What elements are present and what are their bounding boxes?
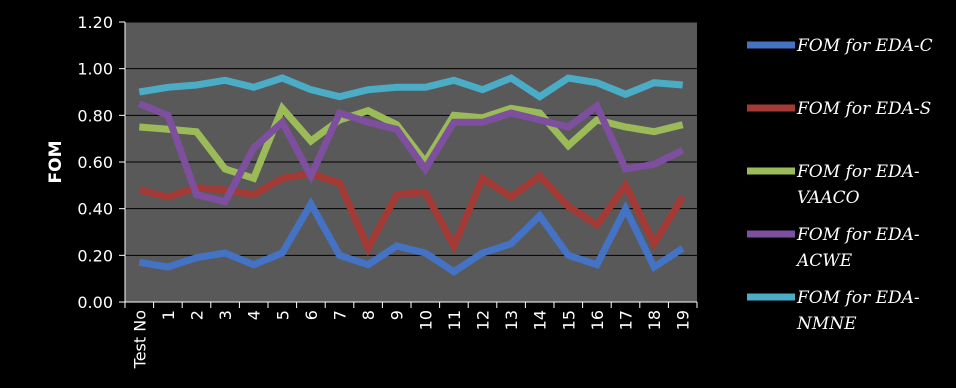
series-line-5 (138, 74, 683, 101)
legend-label: FOM for EDA-S (796, 99, 931, 119)
x-tick-label: 19 (674, 310, 693, 330)
x-tick-label: 4 (245, 310, 264, 320)
x-tick-label: 1 (159, 310, 178, 320)
legend: FOM for EDA-C FOM for EDA-S FOM for EDA- VA… (747, 36, 933, 334)
y-tick-label: 1.20 (77, 13, 113, 32)
y-tick-label: 0.80 (77, 106, 113, 125)
x-tick-label: 18 (645, 310, 664, 330)
x-tick-label: 17 (617, 310, 636, 330)
legend-label: VAACO (797, 188, 860, 208)
legend-item-3: FOM for EDA- VAACO (747, 162, 920, 208)
x-tick-label: Test No (130, 310, 149, 369)
y-tick-label: 0.40 (77, 200, 113, 219)
x-tick-labels: Test No 1 2 3 4 5 6 7 8 9 10 11 12 13 14 15 16 17 18 19 (130, 310, 692, 369)
x-tick-label: 15 (559, 310, 578, 330)
legend-item-2: FOM for EDA-S (747, 99, 931, 119)
x-tick-label: 6 (302, 310, 321, 320)
x-tick-label: 11 (445, 310, 464, 330)
y-tick-label: 1.00 (77, 60, 113, 79)
x-tick-label: 2 (188, 310, 207, 320)
x-tick-label: 5 (273, 310, 292, 320)
x-tick-label: 8 (359, 310, 378, 320)
y-axis-label: FOM (46, 141, 66, 184)
series-line-4 (137, 100, 685, 206)
legend-label: ACWE (795, 251, 853, 271)
legend-item-5: FOM for EDA- NMNE (747, 288, 920, 334)
y-tick-label: 0.00 (77, 293, 113, 312)
x-tick-label: 14 (531, 310, 550, 330)
legend-label: FOM for EDA-C (796, 36, 933, 56)
series-lines (137, 74, 686, 276)
x-tick-label: 3 (216, 310, 235, 320)
x-tick-label: 9 (388, 310, 407, 320)
legend-label: FOM for EDA- (796, 162, 920, 182)
x-tick-label: 12 (474, 310, 493, 330)
x-tick-label: 16 (588, 310, 607, 330)
x-tick-label: 13 (502, 310, 521, 330)
y-tick-label: 0.20 (77, 246, 113, 265)
legend-label: FOM for EDA- (796, 288, 920, 308)
legend-item-4: FOM for EDA- ACWE (747, 225, 920, 271)
legend-label: NMNE (796, 314, 857, 334)
legend-item-1: FOM for EDA-C (747, 36, 933, 56)
y-tick-labels: 0.00 0.20 0.40 0.60 0.80 1.00 1.20 (77, 13, 113, 312)
x-tick-label: 7 (331, 310, 350, 320)
axes (124, 22, 698, 308)
y-tick-label: 0.60 (77, 153, 113, 172)
series-line-1 (138, 196, 685, 276)
legend-label: FOM for EDA- (796, 225, 920, 245)
x-tick-label: 10 (416, 310, 435, 330)
